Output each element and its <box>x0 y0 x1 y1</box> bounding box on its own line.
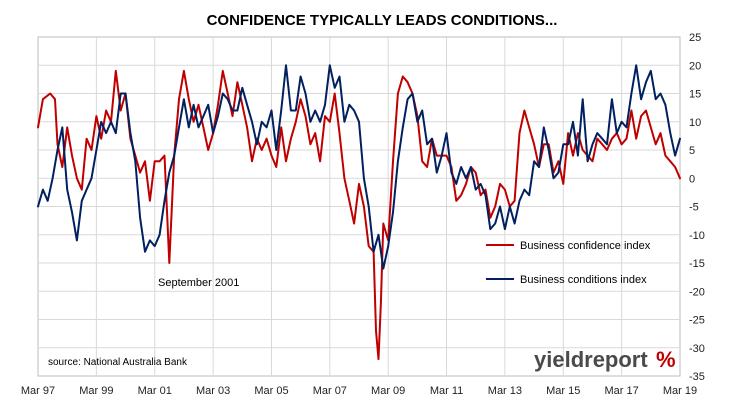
x-tick-label: Mar 97 <box>21 385 55 397</box>
watermark-text: yieldreport <box>534 347 648 372</box>
x-tick-label: Mar 01 <box>138 385 172 397</box>
series-line-conditions <box>37 64 681 270</box>
y-tick-label: 20 <box>689 60 701 72</box>
y-tick-label: -35 <box>689 371 705 383</box>
y-axis: 25 20 15 10 5 0 -5 -10 -15 -20 -25 -30 -35 <box>689 32 705 383</box>
y-tick-label: 5 <box>689 145 695 157</box>
series <box>37 64 681 361</box>
x-tick-label: Mar 19 <box>663 385 697 397</box>
watermark-logo: yieldreport % <box>534 347 676 372</box>
legend: Business confidence index Business condi… <box>486 240 651 286</box>
x-tick-label: Mar 15 <box>546 385 580 397</box>
y-tick-label: -10 <box>689 230 705 242</box>
series-line-confidence <box>37 69 681 361</box>
y-tick-label: 0 <box>689 173 695 185</box>
x-tick-label: Mar 05 <box>254 385 288 397</box>
x-tick-label: Mar 99 <box>79 385 113 397</box>
x-axis: Mar 97 Mar 99 Mar 01 Mar 03 Mar 05 Mar 07 Mar … <box>21 385 697 397</box>
legend-label-conditions: Business conditions index <box>520 274 647 286</box>
y-tick-label: 25 <box>689 32 701 44</box>
y-tick-label: -25 <box>689 315 705 327</box>
x-tick-label: Mar 17 <box>605 385 639 397</box>
x-tick-label: Mar 07 <box>313 385 347 397</box>
y-tick-label: -5 <box>689 202 699 214</box>
x-tick-label: Mar 03 <box>196 385 230 397</box>
annotation-september-2001: September 2001 <box>158 277 239 289</box>
y-tick-label: -20 <box>689 286 705 298</box>
y-tick-label: -15 <box>689 258 705 270</box>
x-tick-label: Mar 11 <box>430 385 463 397</box>
x-tick-label: Mar 09 <box>371 385 405 397</box>
x-tick-label: Mar 13 <box>488 385 522 397</box>
grid <box>38 37 680 376</box>
y-tick-label: 10 <box>689 117 701 129</box>
chart-title: CONFIDENCE TYPICALLY LEADS CONDITIONS... <box>207 12 558 29</box>
y-tick-label: -30 <box>689 343 705 355</box>
source-note: source: National Australia Bank <box>48 357 188 368</box>
legend-label-confidence: Business confidence index <box>520 240 651 252</box>
percent-icon: % <box>656 347 676 372</box>
y-tick-label: 15 <box>689 89 701 101</box>
